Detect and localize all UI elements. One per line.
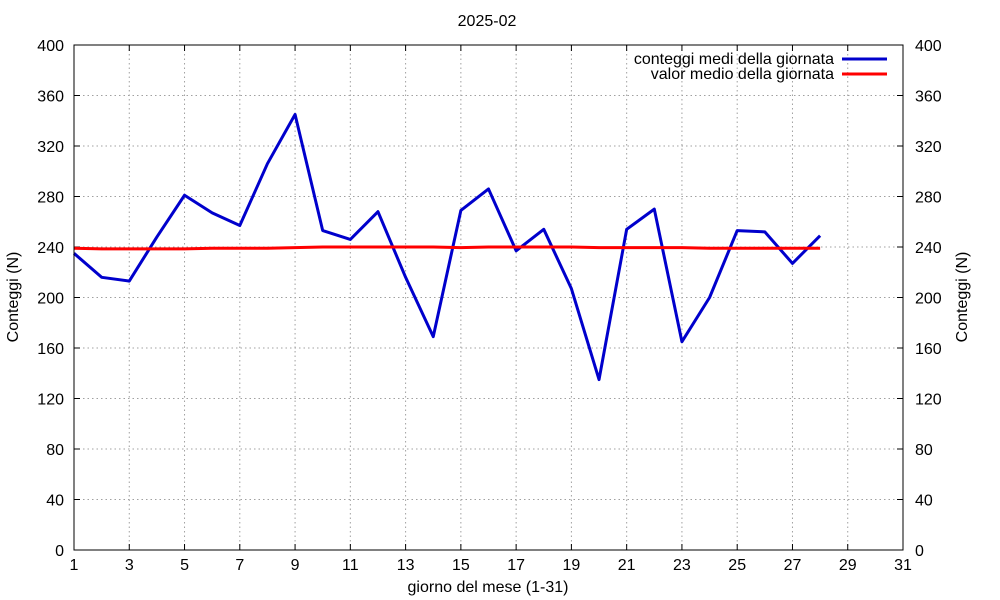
x-tick-label: 1 [70,557,79,574]
y-tick-label: 160 [37,341,64,358]
x-tick-label: 25 [728,557,746,574]
y2-tick-label: 280 [915,190,942,207]
y-tick-label: 240 [37,240,64,257]
y-tick-label: 0 [55,543,64,560]
x-tick-label: 31 [894,557,912,574]
series-lines [73,112,822,382]
x-axis-label: giorno del mese (1-31) [408,579,569,596]
y-tick-label: 280 [37,190,64,207]
y-tick-label: 80 [46,442,64,459]
x-tick-label: 17 [507,557,525,574]
series-line-valor-medio [73,245,821,251]
y2-tick-label: 400 [915,38,942,55]
y2-tick-label: 240 [915,240,942,257]
x-tick-label: 15 [452,557,470,574]
y2-tick-label: 0 [915,543,924,560]
y-tick-label: 120 [37,392,64,409]
y-tick-label: 320 [37,139,64,156]
y-tick-label: 400 [37,38,64,55]
x-tick-label: 9 [291,557,300,574]
y2-tick-label: 80 [915,442,933,459]
y-tick-label: 40 [46,493,64,510]
legend-label-valor-medio: valor medio della giornata [651,66,834,83]
y2-tick-label: 200 [915,291,942,308]
x-tick-label: 5 [180,557,189,574]
x-tick-label: 13 [397,557,415,574]
series-line-conteggi-medi [73,112,822,382]
x-tick-label: 19 [563,557,581,574]
x-tick-label: 27 [784,557,802,574]
y-tick-label: 200 [37,291,64,308]
x-tick-label: 3 [125,557,134,574]
legend: conteggi medi della giornata valor medio… [634,51,887,83]
y-tick-label: 360 [37,89,64,106]
y2-axis-label: Conteggi (N) [954,252,971,343]
x-tick-label: 23 [673,557,691,574]
plot-frame [73,44,904,551]
y2-tick-label: 160 [915,341,942,358]
y2-tick-label: 120 [915,392,942,409]
legend-label-conteggi-medi: conteggi medi della giornata [634,51,834,68]
x-tick-label: 21 [618,557,636,574]
x-tick-label: 29 [839,557,857,574]
chart-title: 2025-02 [458,13,517,30]
y2-tick-label: 320 [915,139,942,156]
y-axis-label: Conteggi (N) [5,252,22,343]
x-tick-label: 7 [235,557,244,574]
y2-tick-label: 360 [915,89,942,106]
y2-tick-label: 40 [915,493,933,510]
x-tick-label: 11 [342,557,359,574]
